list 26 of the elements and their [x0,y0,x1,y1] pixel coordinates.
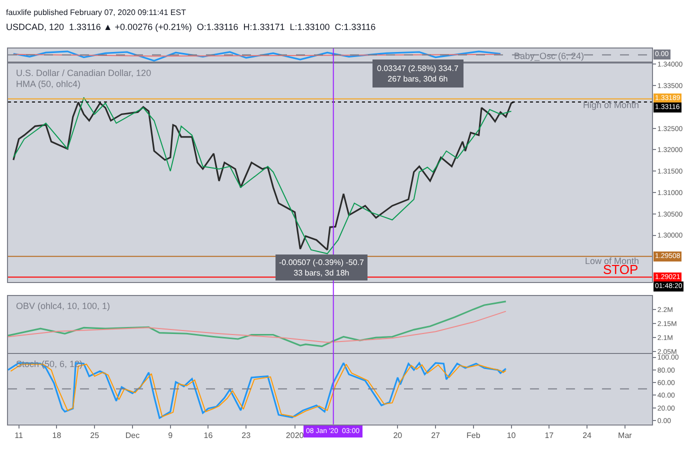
text: OBV (ohlc4, 10, 100, 1) [16,301,110,311]
annotation: High of Month [583,100,640,110]
text: U.S. Dollar / Canadian Dollar, 120 [16,68,152,78]
x-tick-label: 27 [431,430,441,440]
x-tick-label: 9 [168,430,174,440]
x-tick-label: 16 [204,430,214,440]
x-tick-label: Mar [618,430,632,440]
line-series [8,300,507,348]
x-tick-label: 24 [582,430,592,440]
x-tick-label: 25 [90,430,100,440]
annotation: -0.00507 (-0.39%) -50.7 33 bars, 3d 18h [279,258,364,278]
x-tick-label: 23 [242,430,252,440]
x-tick-label: 2020 [286,430,304,440]
text: HMA (50, ohlc4) [16,79,81,89]
x-tick-label: 11 [14,430,24,440]
annotation: 0.03347 (2.58%) 334.7 267 bars, 30d 6h [377,64,459,84]
x-tick-label: 18 [52,430,62,440]
x-tick-label: Feb [466,430,481,440]
x-tick-label: Dec [125,430,140,440]
text: fauxlife published February 07, 2020 09:11:41 EST [6,8,186,17]
x-tick-label: 20 [393,430,403,440]
x-tick-label: 10 [506,430,516,440]
line-series [8,310,506,343]
annotation: Low of Month [585,256,640,266]
x-tick-label: 17 [544,430,554,440]
text: USDCAD, 120 1.33116 ▲ +0.00276 (+0.21%) O:1.33116 H:1.33171 L:1.33100 C:1.33116 [6,22,376,32]
